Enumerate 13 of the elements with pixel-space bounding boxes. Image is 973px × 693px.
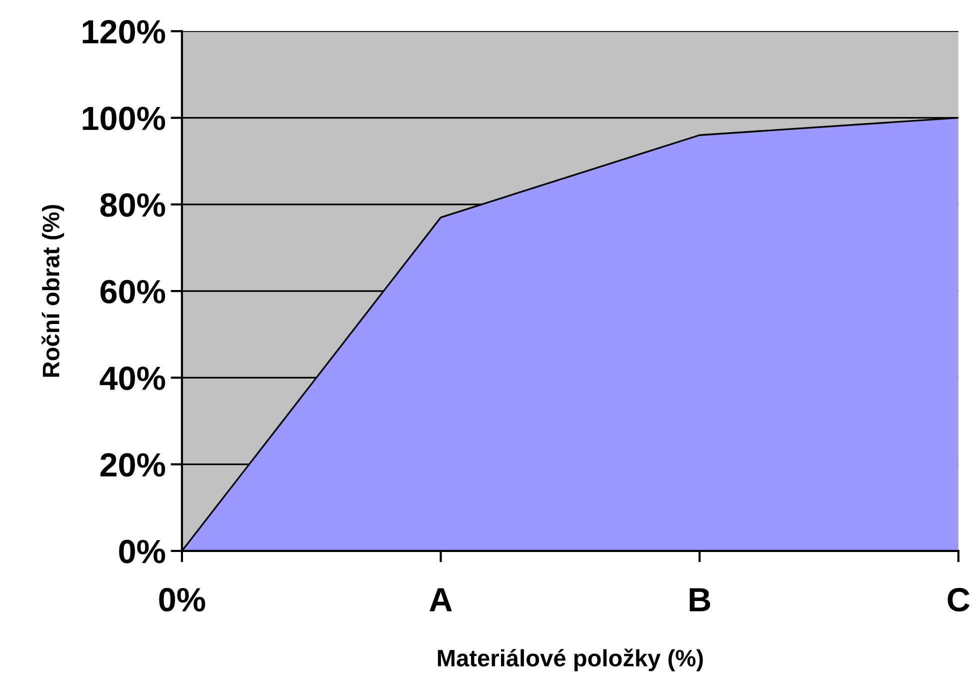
y-tick-label: 0%: [119, 540, 166, 564]
y-tick-label: 80%: [100, 193, 166, 217]
x-axis-title: Materiálové položky (%): [438, 648, 703, 672]
y-tick-label: 60%: [100, 280, 166, 304]
y-tick-label: 100%: [82, 106, 166, 130]
x-tick-label: C: [948, 588, 970, 612]
x-tick-label: 0%: [159, 588, 206, 612]
y-tick-label: 20%: [100, 453, 166, 477]
y-tick-label: 120%: [82, 20, 166, 44]
x-tick-label: A: [430, 588, 452, 612]
y-tick-label: 40%: [100, 366, 166, 390]
x-tick-label: B: [690, 588, 710, 612]
y-axis-title: Roční obrat (%): [42, 205, 64, 377]
